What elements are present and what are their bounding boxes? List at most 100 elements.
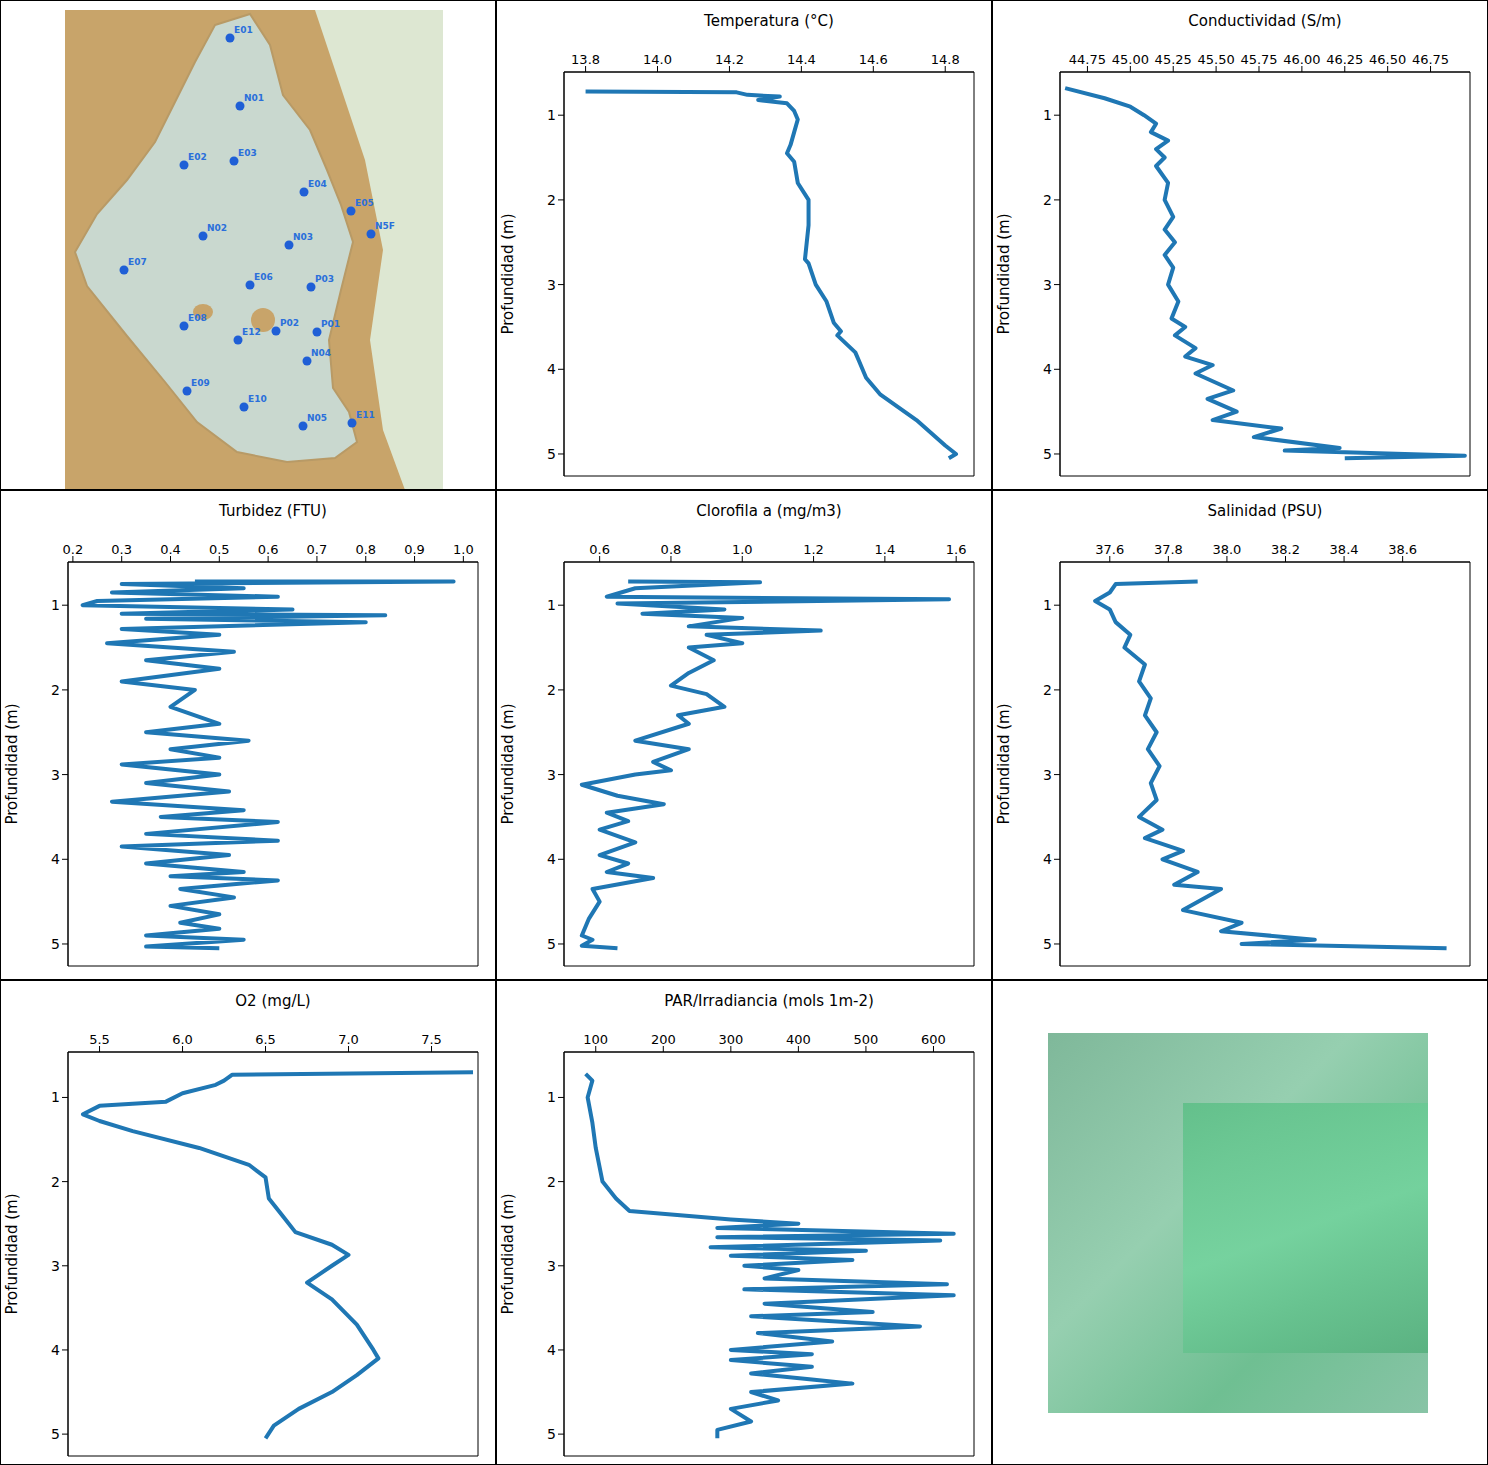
svg-text:Temperatura (°C): Temperatura (°C) bbox=[703, 12, 834, 30]
svg-text:3: 3 bbox=[547, 277, 556, 293]
svg-text:1: 1 bbox=[51, 597, 60, 613]
svg-text:1: 1 bbox=[547, 107, 556, 123]
svg-text:E01: E01 bbox=[234, 25, 253, 35]
svg-text:E05: E05 bbox=[355, 198, 374, 208]
svg-text:1.0: 1.0 bbox=[453, 542, 474, 557]
svg-text:44.75: 44.75 bbox=[1069, 52, 1106, 67]
svg-text:37.8: 37.8 bbox=[1154, 542, 1183, 557]
svg-text:2: 2 bbox=[1043, 192, 1052, 208]
svg-text:600: 600 bbox=[921, 1032, 946, 1047]
svg-text:2: 2 bbox=[547, 1174, 556, 1190]
svg-text:N5F: N5F bbox=[375, 221, 395, 231]
svg-text:100: 100 bbox=[583, 1032, 608, 1047]
svg-text:7.5: 7.5 bbox=[421, 1032, 442, 1047]
svg-text:400: 400 bbox=[786, 1032, 811, 1047]
svg-text:4: 4 bbox=[51, 851, 60, 867]
svg-text:E06: E06 bbox=[254, 272, 273, 282]
svg-text:E07: E07 bbox=[128, 257, 147, 267]
svg-text:N03: N03 bbox=[293, 232, 313, 242]
svg-text:O2 (mg/L): O2 (mg/L) bbox=[235, 992, 310, 1010]
svg-text:E12: E12 bbox=[242, 327, 261, 337]
svg-text:1: 1 bbox=[51, 1089, 60, 1105]
svg-text:3: 3 bbox=[547, 767, 556, 783]
svg-text:0.6: 0.6 bbox=[589, 542, 610, 557]
svg-text:E11: E11 bbox=[356, 410, 375, 420]
svg-text:38.4: 38.4 bbox=[1330, 542, 1359, 557]
svg-text:5.5: 5.5 bbox=[89, 1032, 110, 1047]
svg-text:0.8: 0.8 bbox=[661, 542, 682, 557]
svg-text:P01: P01 bbox=[321, 319, 340, 329]
svg-text:4: 4 bbox=[1043, 851, 1052, 867]
svg-text:5: 5 bbox=[51, 936, 60, 952]
svg-text:1: 1 bbox=[1043, 107, 1052, 123]
svg-text:6.5: 6.5 bbox=[255, 1032, 276, 1047]
svg-text:P03: P03 bbox=[315, 274, 334, 284]
svg-text:2: 2 bbox=[1043, 682, 1052, 698]
svg-text:0.9: 0.9 bbox=[404, 542, 425, 557]
svg-text:0.4: 0.4 bbox=[160, 542, 181, 557]
svg-text:Profundidad (m): Profundidad (m) bbox=[996, 213, 1013, 334]
svg-text:Profundidad (m): Profundidad (m) bbox=[500, 1193, 517, 1314]
svg-text:5: 5 bbox=[1043, 446, 1052, 462]
svg-text:Profundidad (m): Profundidad (m) bbox=[500, 213, 517, 334]
svg-text:45.25: 45.25 bbox=[1155, 52, 1192, 67]
svg-text:E04: E04 bbox=[308, 179, 327, 189]
svg-text:14.2: 14.2 bbox=[715, 52, 744, 67]
svg-text:PAR/Irradiancia (mols 1m-2): PAR/Irradiancia (mols 1m-2) bbox=[664, 992, 874, 1010]
svg-text:4: 4 bbox=[1043, 361, 1052, 377]
svg-text:6.0: 6.0 bbox=[172, 1032, 193, 1047]
svg-text:5: 5 bbox=[51, 1426, 60, 1442]
svg-text:0.3: 0.3 bbox=[111, 542, 132, 557]
svg-text:Profundidad (m): Profundidad (m) bbox=[500, 703, 517, 824]
svg-text:0.2: 0.2 bbox=[63, 542, 84, 557]
svg-text:3: 3 bbox=[1043, 277, 1052, 293]
svg-text:38.0: 38.0 bbox=[1212, 542, 1241, 557]
svg-text:46.25: 46.25 bbox=[1326, 52, 1363, 67]
svg-text:N04: N04 bbox=[311, 348, 331, 358]
svg-text:3: 3 bbox=[51, 767, 60, 783]
svg-text:1: 1 bbox=[547, 1089, 556, 1105]
svg-text:Salinidad (PSU): Salinidad (PSU) bbox=[1208, 502, 1323, 520]
svg-text:37.6: 37.6 bbox=[1095, 542, 1124, 557]
svg-text:N02: N02 bbox=[207, 223, 227, 233]
svg-text:5: 5 bbox=[547, 936, 556, 952]
svg-text:E03: E03 bbox=[238, 148, 257, 158]
svg-text:N05: N05 bbox=[307, 413, 327, 423]
svg-text:5: 5 bbox=[547, 446, 556, 462]
svg-text:Clorofila a (mg/m3): Clorofila a (mg/m3) bbox=[696, 502, 841, 520]
svg-text:4: 4 bbox=[547, 361, 556, 377]
svg-text:14.6: 14.6 bbox=[859, 52, 888, 67]
svg-text:N01: N01 bbox=[244, 93, 264, 103]
svg-text:4: 4 bbox=[547, 1342, 556, 1358]
svg-text:1.2: 1.2 bbox=[803, 542, 824, 557]
svg-text:14.0: 14.0 bbox=[643, 52, 672, 67]
svg-text:45.00: 45.00 bbox=[1112, 52, 1149, 67]
svg-text:Profundidad (m): Profundidad (m) bbox=[996, 703, 1013, 824]
svg-text:500: 500 bbox=[854, 1032, 879, 1047]
svg-text:3: 3 bbox=[547, 1258, 556, 1274]
svg-text:0.8: 0.8 bbox=[355, 542, 376, 557]
svg-text:7.0: 7.0 bbox=[338, 1032, 359, 1047]
svg-text:45.50: 45.50 bbox=[1197, 52, 1234, 67]
svg-text:E10: E10 bbox=[248, 394, 267, 404]
svg-text:Profundidad (m): Profundidad (m) bbox=[4, 703, 21, 824]
svg-text:4: 4 bbox=[51, 1342, 60, 1358]
svg-text:3: 3 bbox=[51, 1258, 60, 1274]
svg-text:4: 4 bbox=[547, 851, 556, 867]
svg-text:46.75: 46.75 bbox=[1412, 52, 1449, 67]
svg-text:2: 2 bbox=[547, 192, 556, 208]
svg-text:E08: E08 bbox=[188, 313, 207, 323]
svg-text:0.7: 0.7 bbox=[307, 542, 328, 557]
svg-text:2: 2 bbox=[547, 682, 556, 698]
svg-text:1: 1 bbox=[547, 597, 556, 613]
svg-text:Conductividad (S/m): Conductividad (S/m) bbox=[1188, 12, 1341, 30]
svg-text:E02: E02 bbox=[188, 152, 207, 162]
svg-text:14.8: 14.8 bbox=[931, 52, 960, 67]
svg-text:Profundidad (m): Profundidad (m) bbox=[4, 1193, 21, 1314]
svg-text:2: 2 bbox=[51, 682, 60, 698]
svg-text:P02: P02 bbox=[280, 318, 299, 328]
svg-text:2: 2 bbox=[51, 1174, 60, 1190]
svg-text:14.4: 14.4 bbox=[787, 52, 816, 67]
svg-text:5: 5 bbox=[547, 1426, 556, 1442]
svg-text:46.00: 46.00 bbox=[1283, 52, 1320, 67]
